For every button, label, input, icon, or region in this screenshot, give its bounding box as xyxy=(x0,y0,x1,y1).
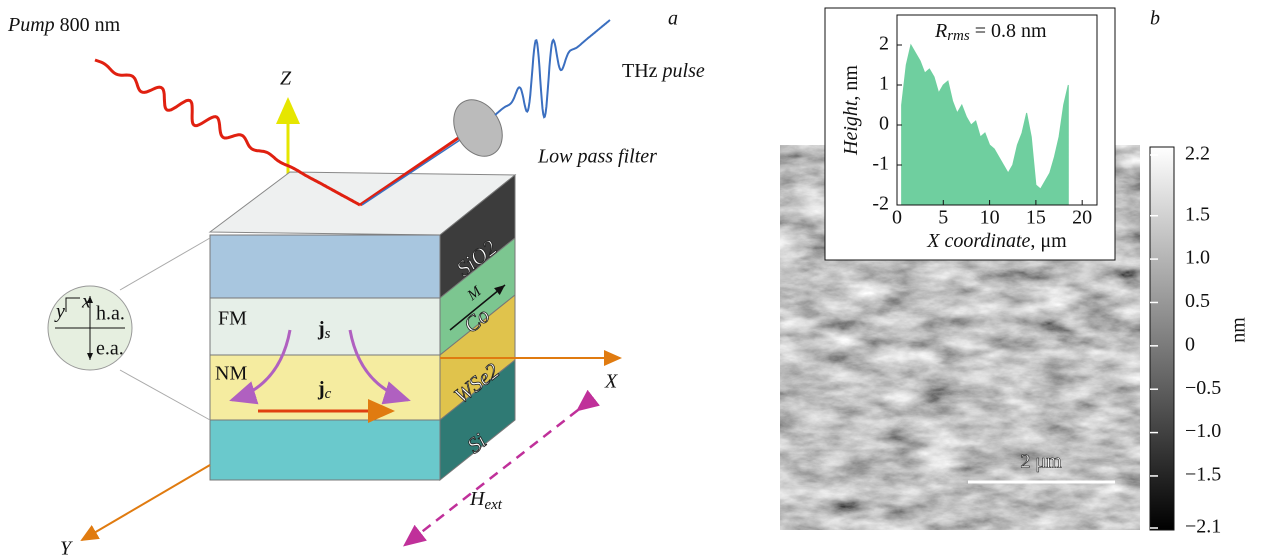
hard-axis: h.a. xyxy=(96,303,125,325)
colorbar-tick-label: 1.0 xyxy=(1185,247,1210,269)
figure: SiO2 Co WSe2 Si M FM NM js jc x y h.a. e… xyxy=(0,0,1262,559)
y-tick-label: 0 xyxy=(879,113,889,135)
y-axis-label: Height, nm xyxy=(840,65,862,156)
x-tick-label: 5 xyxy=(938,207,948,229)
x-tick-label: 20 xyxy=(1072,207,1092,229)
layer-si xyxy=(210,420,440,480)
region-label: FM xyxy=(218,308,247,330)
inset-x: x xyxy=(81,291,91,313)
thz-label: THz pulse xyxy=(622,60,705,82)
x-axis-label: X coordinate, μm xyxy=(926,230,1067,252)
colorbar-tick-label: −2.1 xyxy=(1185,516,1221,538)
colorbar-tick-label: 2.2 xyxy=(1185,143,1210,165)
colorbar-tick-label: 1.5 xyxy=(1185,203,1210,225)
easy-axis: e.a. xyxy=(96,338,124,360)
callout-line xyxy=(120,238,210,290)
colorbar-tick-label: −1.5 xyxy=(1185,464,1221,486)
pump-beam xyxy=(95,60,360,205)
field-label: Hext xyxy=(469,488,503,514)
y-tick-label: -1 xyxy=(872,153,889,175)
inset-y: y xyxy=(54,301,65,323)
scale-bar-label: 2 μm xyxy=(1020,451,1062,473)
colorbar-tick-label: 0 xyxy=(1185,333,1195,355)
y-tick-label: 2 xyxy=(879,33,889,55)
filter-label: Low pass filter xyxy=(537,146,657,168)
y-tick-label: 1 xyxy=(879,73,889,95)
panel-label: b xyxy=(1150,8,1160,30)
filter xyxy=(444,91,512,165)
colorbar-unit: nm xyxy=(1228,317,1250,343)
z-axis-label: Z xyxy=(280,68,292,90)
thz-pulse xyxy=(495,20,610,117)
y-tick-label: -2 xyxy=(872,193,889,215)
callout-line xyxy=(120,370,210,420)
x-tick-label: 0 xyxy=(892,207,902,229)
y-axis xyxy=(82,465,210,540)
x-axis-label: X xyxy=(604,371,618,393)
x-tick-label: 15 xyxy=(1026,207,1046,229)
colorbar xyxy=(1150,147,1174,530)
y-axis-label: Y xyxy=(60,538,73,559)
colorbar-tick-label: −0.5 xyxy=(1185,377,1221,399)
colorbar-tick-label: 0.5 xyxy=(1185,290,1210,312)
panel-label: a xyxy=(668,8,678,30)
layer-sio2 xyxy=(210,235,440,298)
x-tick-label: 10 xyxy=(980,207,1000,229)
colorbar-tick-label: −1.0 xyxy=(1185,420,1221,442)
region-label: NM xyxy=(215,363,247,385)
panel-a: SiO2 Co WSe2 Si M FM NM js jc x y h.a. e… xyxy=(7,8,705,559)
pump-label: Pump 800 nm xyxy=(7,14,121,36)
